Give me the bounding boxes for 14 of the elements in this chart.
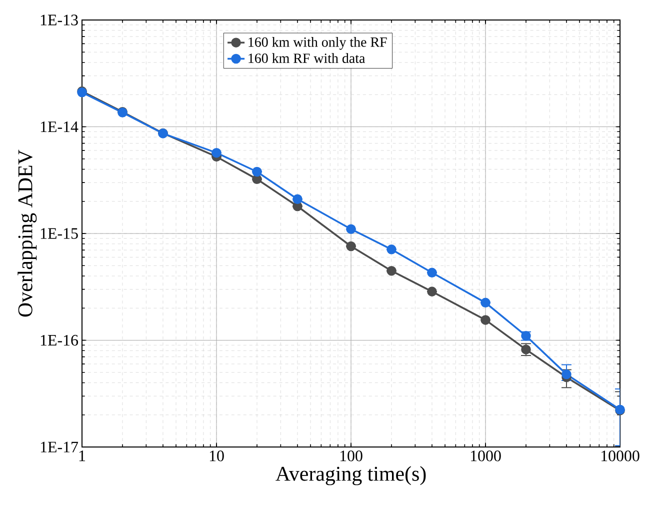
x-tick-label: 1 [79, 450, 86, 462]
x-tick-label: 100 [340, 450, 362, 462]
x-tick-label: 10 [210, 450, 224, 462]
x-tick-label: 10000 [601, 450, 640, 462]
y-tick-label: 1E-13 [40, 14, 78, 26]
y-axis-title: Overlapping ADEV [18, 150, 37, 317]
y-tick-label: 1E-14 [40, 122, 78, 132]
y-tick-label: 1E-15 [40, 228, 78, 239]
legend-label: 160 km with only the RF [248, 37, 387, 50]
y-tick-label: 1E-17 [40, 442, 78, 452]
x-axis-title: Averaging time(s) [276, 466, 426, 486]
x-tick-label: 1000 [470, 450, 501, 462]
legend-label: 160 km RF with data [248, 53, 366, 63]
y-tick-label: 1E-16 [40, 334, 78, 346]
